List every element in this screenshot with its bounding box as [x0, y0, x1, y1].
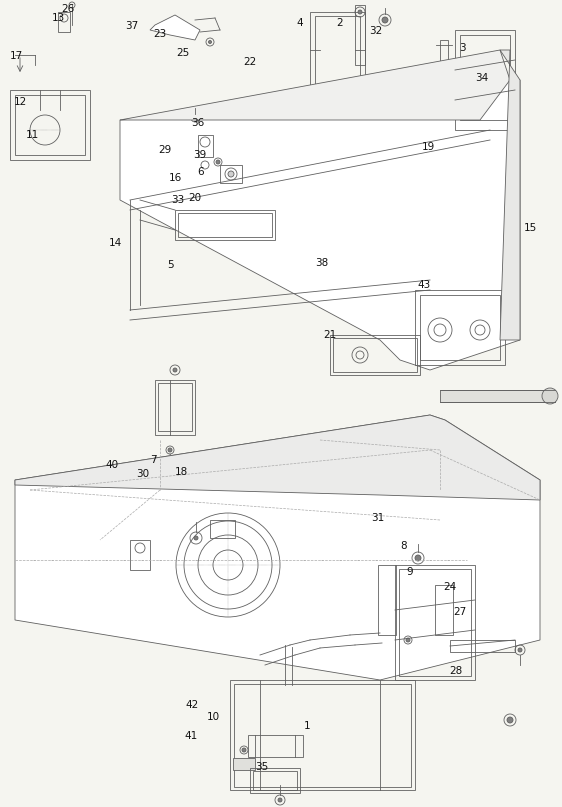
Bar: [355, 5, 365, 65]
Bar: [10, 90, 90, 160]
Bar: [440, 40, 448, 75]
Polygon shape: [15, 415, 540, 500]
Circle shape: [168, 448, 172, 452]
Bar: [158, 383, 192, 431]
Circle shape: [228, 171, 234, 177]
Circle shape: [194, 536, 198, 540]
Text: 6: 6: [198, 167, 205, 177]
Text: 23: 23: [153, 29, 166, 39]
Polygon shape: [120, 80, 520, 370]
Circle shape: [518, 648, 522, 652]
Bar: [130, 540, 150, 570]
Bar: [234, 684, 411, 787]
Bar: [155, 380, 195, 435]
Bar: [395, 565, 475, 680]
Circle shape: [406, 638, 410, 642]
Text: 17: 17: [10, 51, 22, 61]
Bar: [58, 12, 70, 32]
Text: 4: 4: [297, 18, 303, 28]
Circle shape: [278, 798, 282, 802]
Text: 20: 20: [188, 193, 202, 203]
Text: 28: 28: [450, 666, 463, 676]
Text: 12: 12: [13, 97, 26, 107]
Text: 24: 24: [443, 582, 456, 592]
Text: 7: 7: [149, 455, 156, 465]
Bar: [250, 768, 300, 793]
Text: 8: 8: [401, 541, 407, 551]
Bar: [415, 290, 505, 365]
Polygon shape: [150, 15, 200, 40]
Text: 21: 21: [323, 330, 337, 340]
Text: 42: 42: [185, 700, 198, 710]
Bar: [455, 30, 515, 130]
Bar: [233, 758, 255, 770]
Text: 27: 27: [454, 607, 466, 617]
Bar: [198, 135, 213, 157]
Circle shape: [542, 388, 558, 404]
Text: 2: 2: [337, 18, 343, 28]
Text: 19: 19: [422, 142, 434, 152]
Bar: [460, 35, 510, 120]
Bar: [253, 771, 297, 790]
Circle shape: [358, 10, 362, 14]
Text: 18: 18: [174, 467, 188, 477]
Bar: [420, 295, 500, 360]
Polygon shape: [15, 415, 540, 680]
Bar: [378, 565, 396, 635]
Text: 37: 37: [125, 21, 139, 31]
Bar: [210, 520, 235, 538]
Text: 10: 10: [206, 712, 220, 722]
Text: 3: 3: [459, 43, 465, 53]
Text: 1: 1: [303, 721, 310, 731]
Circle shape: [496, 58, 500, 62]
Text: 26: 26: [61, 4, 75, 14]
Text: 13: 13: [51, 13, 65, 23]
Bar: [333, 338, 417, 372]
Text: 11: 11: [25, 130, 39, 140]
Text: 25: 25: [176, 48, 189, 58]
Bar: [315, 16, 360, 86]
Bar: [230, 680, 415, 790]
Text: 16: 16: [169, 173, 182, 183]
Circle shape: [173, 368, 177, 372]
Bar: [399, 569, 471, 676]
Text: 41: 41: [184, 731, 198, 741]
Text: 9: 9: [407, 567, 413, 577]
Circle shape: [216, 160, 220, 164]
Circle shape: [242, 748, 246, 752]
Bar: [450, 640, 515, 652]
Circle shape: [382, 17, 388, 23]
Bar: [248, 735, 303, 757]
Text: 15: 15: [523, 223, 537, 233]
Text: 38: 38: [315, 258, 329, 268]
Text: 36: 36: [192, 118, 205, 128]
Circle shape: [209, 40, 211, 44]
Bar: [330, 335, 420, 375]
Text: 32: 32: [369, 26, 383, 36]
Text: 34: 34: [475, 73, 488, 83]
Text: 29: 29: [158, 145, 171, 155]
Bar: [15, 95, 85, 155]
Circle shape: [415, 555, 421, 561]
Bar: [440, 390, 555, 402]
Bar: [435, 585, 453, 635]
Text: 22: 22: [243, 57, 257, 67]
Text: 43: 43: [418, 280, 430, 290]
Circle shape: [193, 116, 197, 119]
Bar: [310, 12, 365, 92]
Text: 14: 14: [108, 238, 121, 248]
Polygon shape: [120, 50, 510, 120]
Bar: [178, 213, 272, 237]
Bar: [175, 210, 275, 240]
Text: 39: 39: [193, 150, 207, 160]
Bar: [220, 165, 242, 183]
Text: 35: 35: [255, 762, 269, 772]
Text: 31: 31: [371, 513, 384, 523]
Circle shape: [507, 717, 513, 723]
Polygon shape: [500, 50, 520, 340]
Text: 5: 5: [167, 260, 173, 270]
Text: 40: 40: [106, 460, 119, 470]
Text: 33: 33: [171, 195, 185, 205]
Text: 30: 30: [137, 469, 149, 479]
